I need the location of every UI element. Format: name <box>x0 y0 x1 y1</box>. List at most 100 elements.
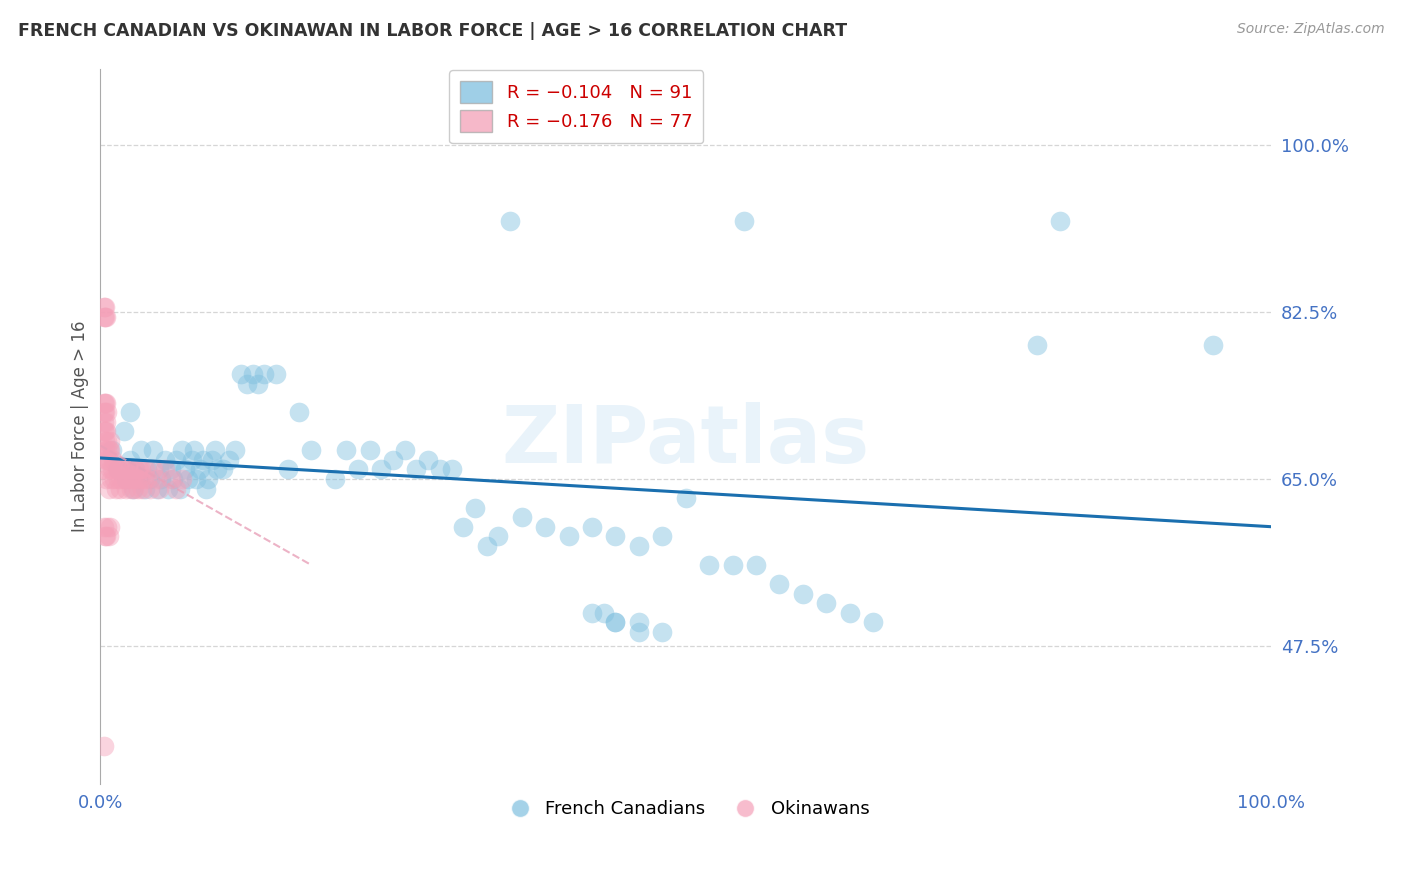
Point <box>159 472 181 486</box>
Point <box>124 462 146 476</box>
Point <box>103 453 125 467</box>
Point <box>118 453 141 467</box>
Point <box>96 405 118 419</box>
Point <box>440 462 463 476</box>
Point <box>118 472 141 486</box>
Point <box>605 615 627 629</box>
Point <box>382 453 405 467</box>
Point <box>96 424 118 438</box>
Point <box>93 462 115 476</box>
Point <box>93 310 115 324</box>
Point <box>242 367 264 381</box>
Point <box>128 462 150 476</box>
Point <box>112 472 135 486</box>
Point <box>288 405 311 419</box>
Point <box>188 462 211 476</box>
Point <box>94 310 117 324</box>
Point <box>475 539 498 553</box>
Point <box>103 472 125 486</box>
Point <box>605 529 627 543</box>
Point <box>93 415 115 429</box>
Point <box>117 462 139 476</box>
Point <box>94 395 117 409</box>
Point <box>134 482 156 496</box>
Point <box>114 462 136 476</box>
Point <box>93 424 115 438</box>
Point <box>235 376 257 391</box>
Point <box>150 472 173 486</box>
Point <box>464 500 486 515</box>
Point <box>183 443 205 458</box>
Point <box>627 624 650 639</box>
Point <box>97 453 120 467</box>
Point <box>96 453 118 467</box>
Point <box>165 453 187 467</box>
Point <box>94 300 117 314</box>
Point <box>110 482 132 496</box>
Point <box>768 577 790 591</box>
Point <box>96 529 118 543</box>
Point <box>122 482 145 496</box>
Point <box>142 443 165 458</box>
Point <box>557 529 579 543</box>
Point <box>172 472 194 486</box>
Point <box>347 462 370 476</box>
Point <box>124 462 146 476</box>
Point <box>370 462 392 476</box>
Point <box>131 482 153 496</box>
Point <box>153 453 176 467</box>
Point <box>94 405 117 419</box>
Point <box>115 482 138 496</box>
Point <box>93 405 115 419</box>
Point <box>131 443 153 458</box>
Point <box>200 453 222 467</box>
Point <box>142 462 165 476</box>
Point <box>98 434 121 448</box>
Point <box>418 453 440 467</box>
Point <box>510 510 533 524</box>
Point <box>94 443 117 458</box>
Point <box>153 462 176 476</box>
Point <box>224 443 246 458</box>
Point <box>145 482 167 496</box>
Point <box>96 395 118 409</box>
Point <box>1049 214 1071 228</box>
Point <box>180 453 202 467</box>
Point <box>207 462 229 476</box>
Text: FRENCH CANADIAN VS OKINAWAN IN LABOR FORCE | AGE > 16 CORRELATION CHART: FRENCH CANADIAN VS OKINAWAN IN LABOR FOR… <box>18 22 848 40</box>
Point <box>104 482 127 496</box>
Y-axis label: In Labor Force | Age > 16: In Labor Force | Age > 16 <box>72 321 89 533</box>
Point <box>592 606 614 620</box>
Point <box>204 443 226 458</box>
Point <box>101 443 124 458</box>
Point <box>98 462 121 476</box>
Point <box>94 529 117 543</box>
Point <box>93 739 115 754</box>
Point <box>838 606 860 620</box>
Point <box>605 615 627 629</box>
Point <box>94 424 117 438</box>
Point <box>697 558 720 572</box>
Point <box>534 519 557 533</box>
Point <box>122 472 145 486</box>
Point <box>359 443 381 458</box>
Point <box>96 443 118 458</box>
Point <box>627 539 650 553</box>
Point <box>100 472 122 486</box>
Point <box>101 462 124 476</box>
Point <box>93 519 115 533</box>
Point <box>165 482 187 496</box>
Point <box>127 472 149 486</box>
Point <box>162 472 184 486</box>
Point <box>120 482 142 496</box>
Point <box>394 443 416 458</box>
Point <box>169 482 191 496</box>
Point <box>229 367 252 381</box>
Point <box>159 462 181 476</box>
Point <box>186 472 208 486</box>
Point <box>157 482 180 496</box>
Point <box>1026 338 1049 352</box>
Point <box>675 491 697 505</box>
Text: Source: ZipAtlas.com: Source: ZipAtlas.com <box>1237 22 1385 37</box>
Point <box>97 482 120 496</box>
